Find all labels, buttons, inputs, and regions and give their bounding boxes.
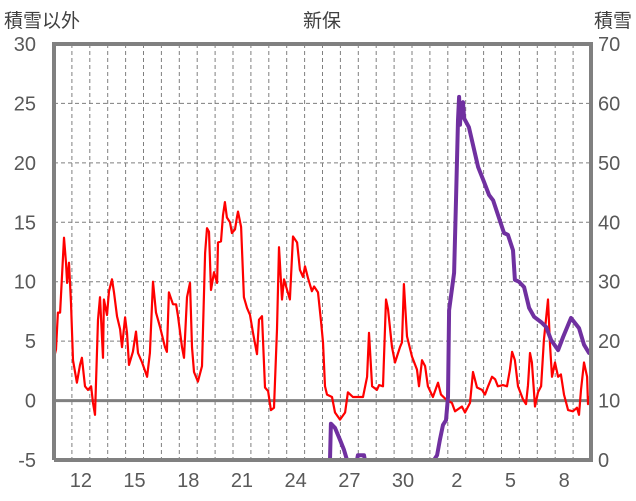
left-tick-label: 10 xyxy=(14,272,36,294)
x-tick-label: 2 xyxy=(451,470,462,492)
right-axis-title: 積雪 xyxy=(594,10,632,32)
right-tick-label: 0 xyxy=(598,450,609,472)
x-tick-label: 18 xyxy=(177,470,199,492)
x-tick-label: 5 xyxy=(505,470,516,492)
right-tick-label: 50 xyxy=(598,153,620,175)
right-tick-label: 10 xyxy=(598,391,620,413)
right-tick-label: 30 xyxy=(598,272,620,294)
x-tick-label: 27 xyxy=(338,470,360,492)
left-axis-title: 積雪以外 xyxy=(4,10,80,32)
x-tick-label: 30 xyxy=(392,470,414,492)
plot-frame xyxy=(52,42,593,462)
plot-border xyxy=(52,42,593,462)
gridlines xyxy=(54,44,591,460)
x-tick-label: 15 xyxy=(123,470,145,492)
left-tick-label: 20 xyxy=(14,153,36,175)
x-tick-label: 8 xyxy=(559,470,570,492)
left-tick-label: 30 xyxy=(14,34,36,56)
left-tick-label: 0 xyxy=(25,391,36,413)
left-tick-label: 5 xyxy=(25,331,36,353)
snow-depth-line xyxy=(54,94,591,462)
right-tick-label: 70 xyxy=(598,34,620,56)
right-tick-label: 20 xyxy=(598,331,620,353)
left-tick-label: 25 xyxy=(14,93,36,115)
right-tick-label: 40 xyxy=(598,212,620,234)
x-tick-label: 21 xyxy=(231,470,253,492)
right-tick-label: 60 xyxy=(598,93,620,115)
series-layer xyxy=(52,94,593,462)
chart-title: 新保 xyxy=(303,10,341,32)
left-tick-label: 15 xyxy=(14,212,36,234)
x-tick-label: 12 xyxy=(70,470,92,492)
left-tick-label: -5 xyxy=(18,450,36,472)
non-snow-line xyxy=(52,201,593,421)
x-tick-label: 24 xyxy=(285,470,307,492)
